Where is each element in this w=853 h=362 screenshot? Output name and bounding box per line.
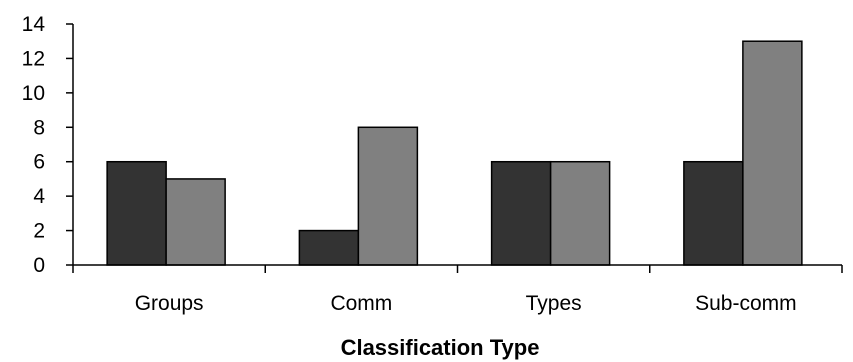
y-tick-label: 6 [33,151,45,174]
y-tick-label: 14 [22,13,46,36]
category-label: Comm [330,292,392,315]
bar-series-1-types [490,160,552,266]
category-label: Types [526,292,582,315]
bar-series-1-sub-comm [683,160,744,266]
bar-series-2-comm [357,126,419,266]
y-tick-label: 0 [33,254,45,277]
bars-layer [106,40,803,266]
x-ticks [72,265,843,273]
y-tick-label: 12 [22,47,45,70]
category-labels: Groups Comm Types Sub-comm [135,292,797,315]
bar-series-2-types [549,160,611,266]
y-ticks: 0 2 4 6 8 10 12 14 [22,13,73,277]
y-tick-label: 2 [33,220,45,243]
y-tick-label: 4 [33,185,45,208]
bar-series-2-groups [165,178,226,266]
x-axis-title: Classification Type [341,335,540,360]
y-tick-label: 8 [33,116,45,139]
bar-series-1-comm [298,229,360,266]
category-label: Sub-comm [695,292,797,315]
y-tick-label: 10 [22,82,45,105]
bar-series-1-groups [106,160,167,266]
bar-series-2-sub-comm [742,40,803,266]
category-label: Groups [135,292,204,315]
